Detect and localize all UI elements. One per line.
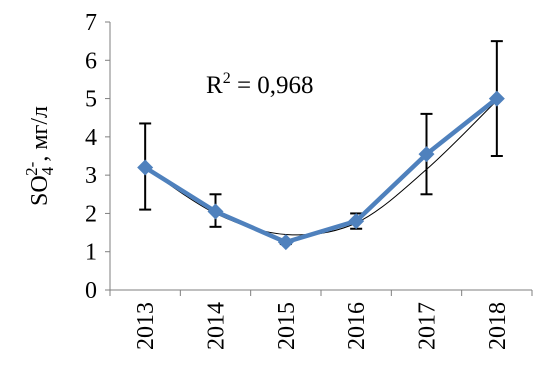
x-tick-label: 2014 <box>204 302 230 350</box>
y-axis-label: SO42-, мг/л <box>22 106 57 206</box>
trendline-group <box>144 100 498 236</box>
data-point <box>488 90 505 107</box>
y-tick-label: 1 <box>85 240 97 266</box>
data-point <box>277 234 294 251</box>
data-point <box>137 159 154 176</box>
x-tick-label: 2013 <box>133 302 159 350</box>
x-tick-label: 2016 <box>344 302 370 350</box>
y-tick-label: 5 <box>85 87 97 113</box>
data-point <box>348 213 365 230</box>
y-tick-label: 7 <box>85 10 97 36</box>
x-tick-label: 2015 <box>274 302 300 350</box>
x-tick-label: 2017 <box>415 302 441 350</box>
series-group <box>137 90 505 251</box>
y-tick-label: 0 <box>85 278 97 304</box>
y-tick-label: 4 <box>85 125 97 151</box>
data-point <box>418 146 435 163</box>
error-bars <box>139 40 503 246</box>
trendline <box>144 100 498 236</box>
r-squared-annotation: R2 = 0,968 <box>206 70 314 99</box>
y-tick-label: 2 <box>85 201 97 227</box>
y-tick-label: 3 <box>85 163 97 189</box>
axes <box>105 21 533 296</box>
y-tick-label: 6 <box>85 48 97 74</box>
series-line <box>143 96 499 245</box>
x-tick-label: 2018 <box>485 302 511 350</box>
labels: 0 1 2 3 4 5 6 7 2013 2014 2015 2016 2017 2018 SO42-, м… <box>22 10 511 350</box>
data-point <box>207 203 224 220</box>
